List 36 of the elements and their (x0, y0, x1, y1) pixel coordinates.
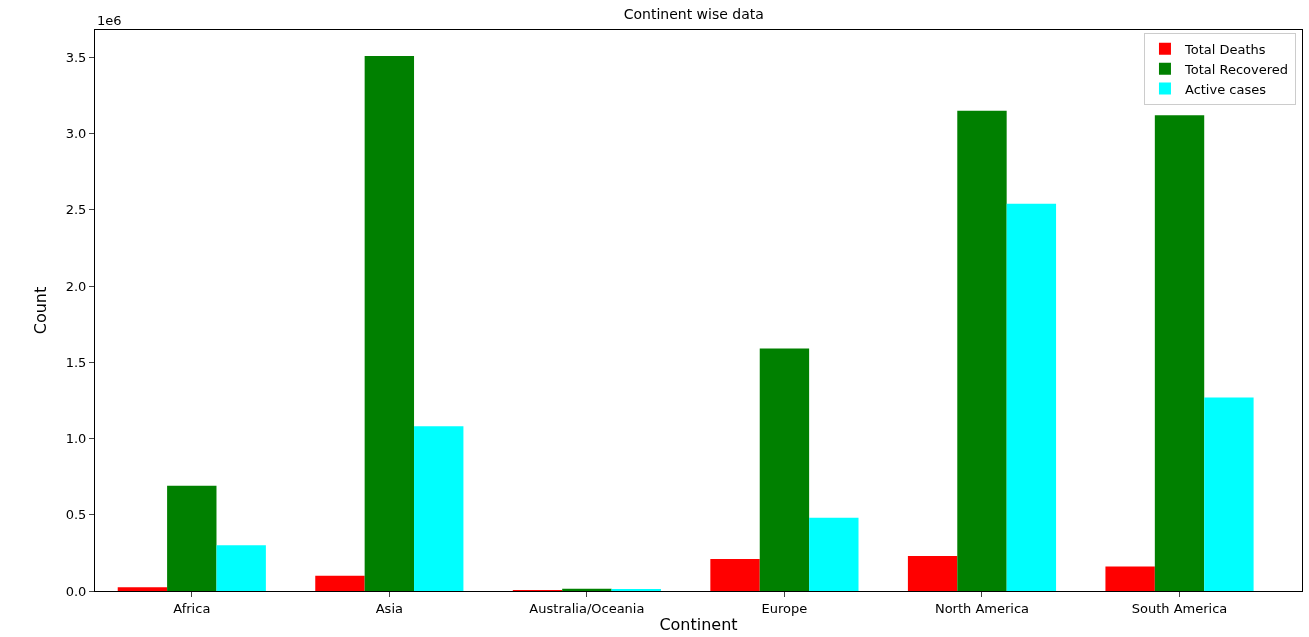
x-tick-label: North America (934, 600, 1030, 616)
bar (117, 587, 168, 591)
y-tick-label: 2.5 (65, 202, 87, 218)
y-tick-label: 2.0 (65, 278, 87, 294)
bar (759, 348, 810, 591)
text: 1e6 (97, 13, 122, 28)
bar (1204, 397, 1254, 591)
x-axis-title: Continent (659, 615, 738, 635)
bar (710, 558, 760, 591)
bar (1105, 566, 1155, 591)
x-tick-label: Australia/Oceania (529, 600, 645, 616)
y-tick-label: 3.5 (65, 49, 87, 65)
y-tick-label: 0.5 (65, 507, 87, 523)
legend-label: Total Deaths (1183, 41, 1266, 57)
x-tick-label: Africa (173, 600, 211, 616)
bar (1006, 203, 1057, 591)
chart-title: Continent wise data (623, 6, 764, 23)
legend-label: Total Recovered (1183, 61, 1289, 77)
bar (216, 545, 266, 591)
legend-label: Active cases (1184, 81, 1267, 97)
x-tick-label: Asia (375, 600, 403, 616)
y-tick-label: 1.0 (65, 431, 87, 447)
bar (957, 110, 1007, 591)
x-tick-label: Europe (761, 600, 808, 616)
bar (907, 555, 958, 591)
y-tick-label: 1.5 (65, 354, 87, 370)
bar (167, 485, 217, 591)
x-tick-label: South America (1131, 600, 1228, 616)
bar (315, 575, 365, 591)
bar (364, 55, 415, 591)
y-axis-title: Count (30, 286, 50, 335)
bar (1154, 115, 1205, 591)
bar (414, 426, 464, 591)
bar (809, 517, 859, 591)
y-tick-label: 0.0 (65, 583, 87, 599)
y-tick-label: 3.0 (65, 126, 87, 142)
